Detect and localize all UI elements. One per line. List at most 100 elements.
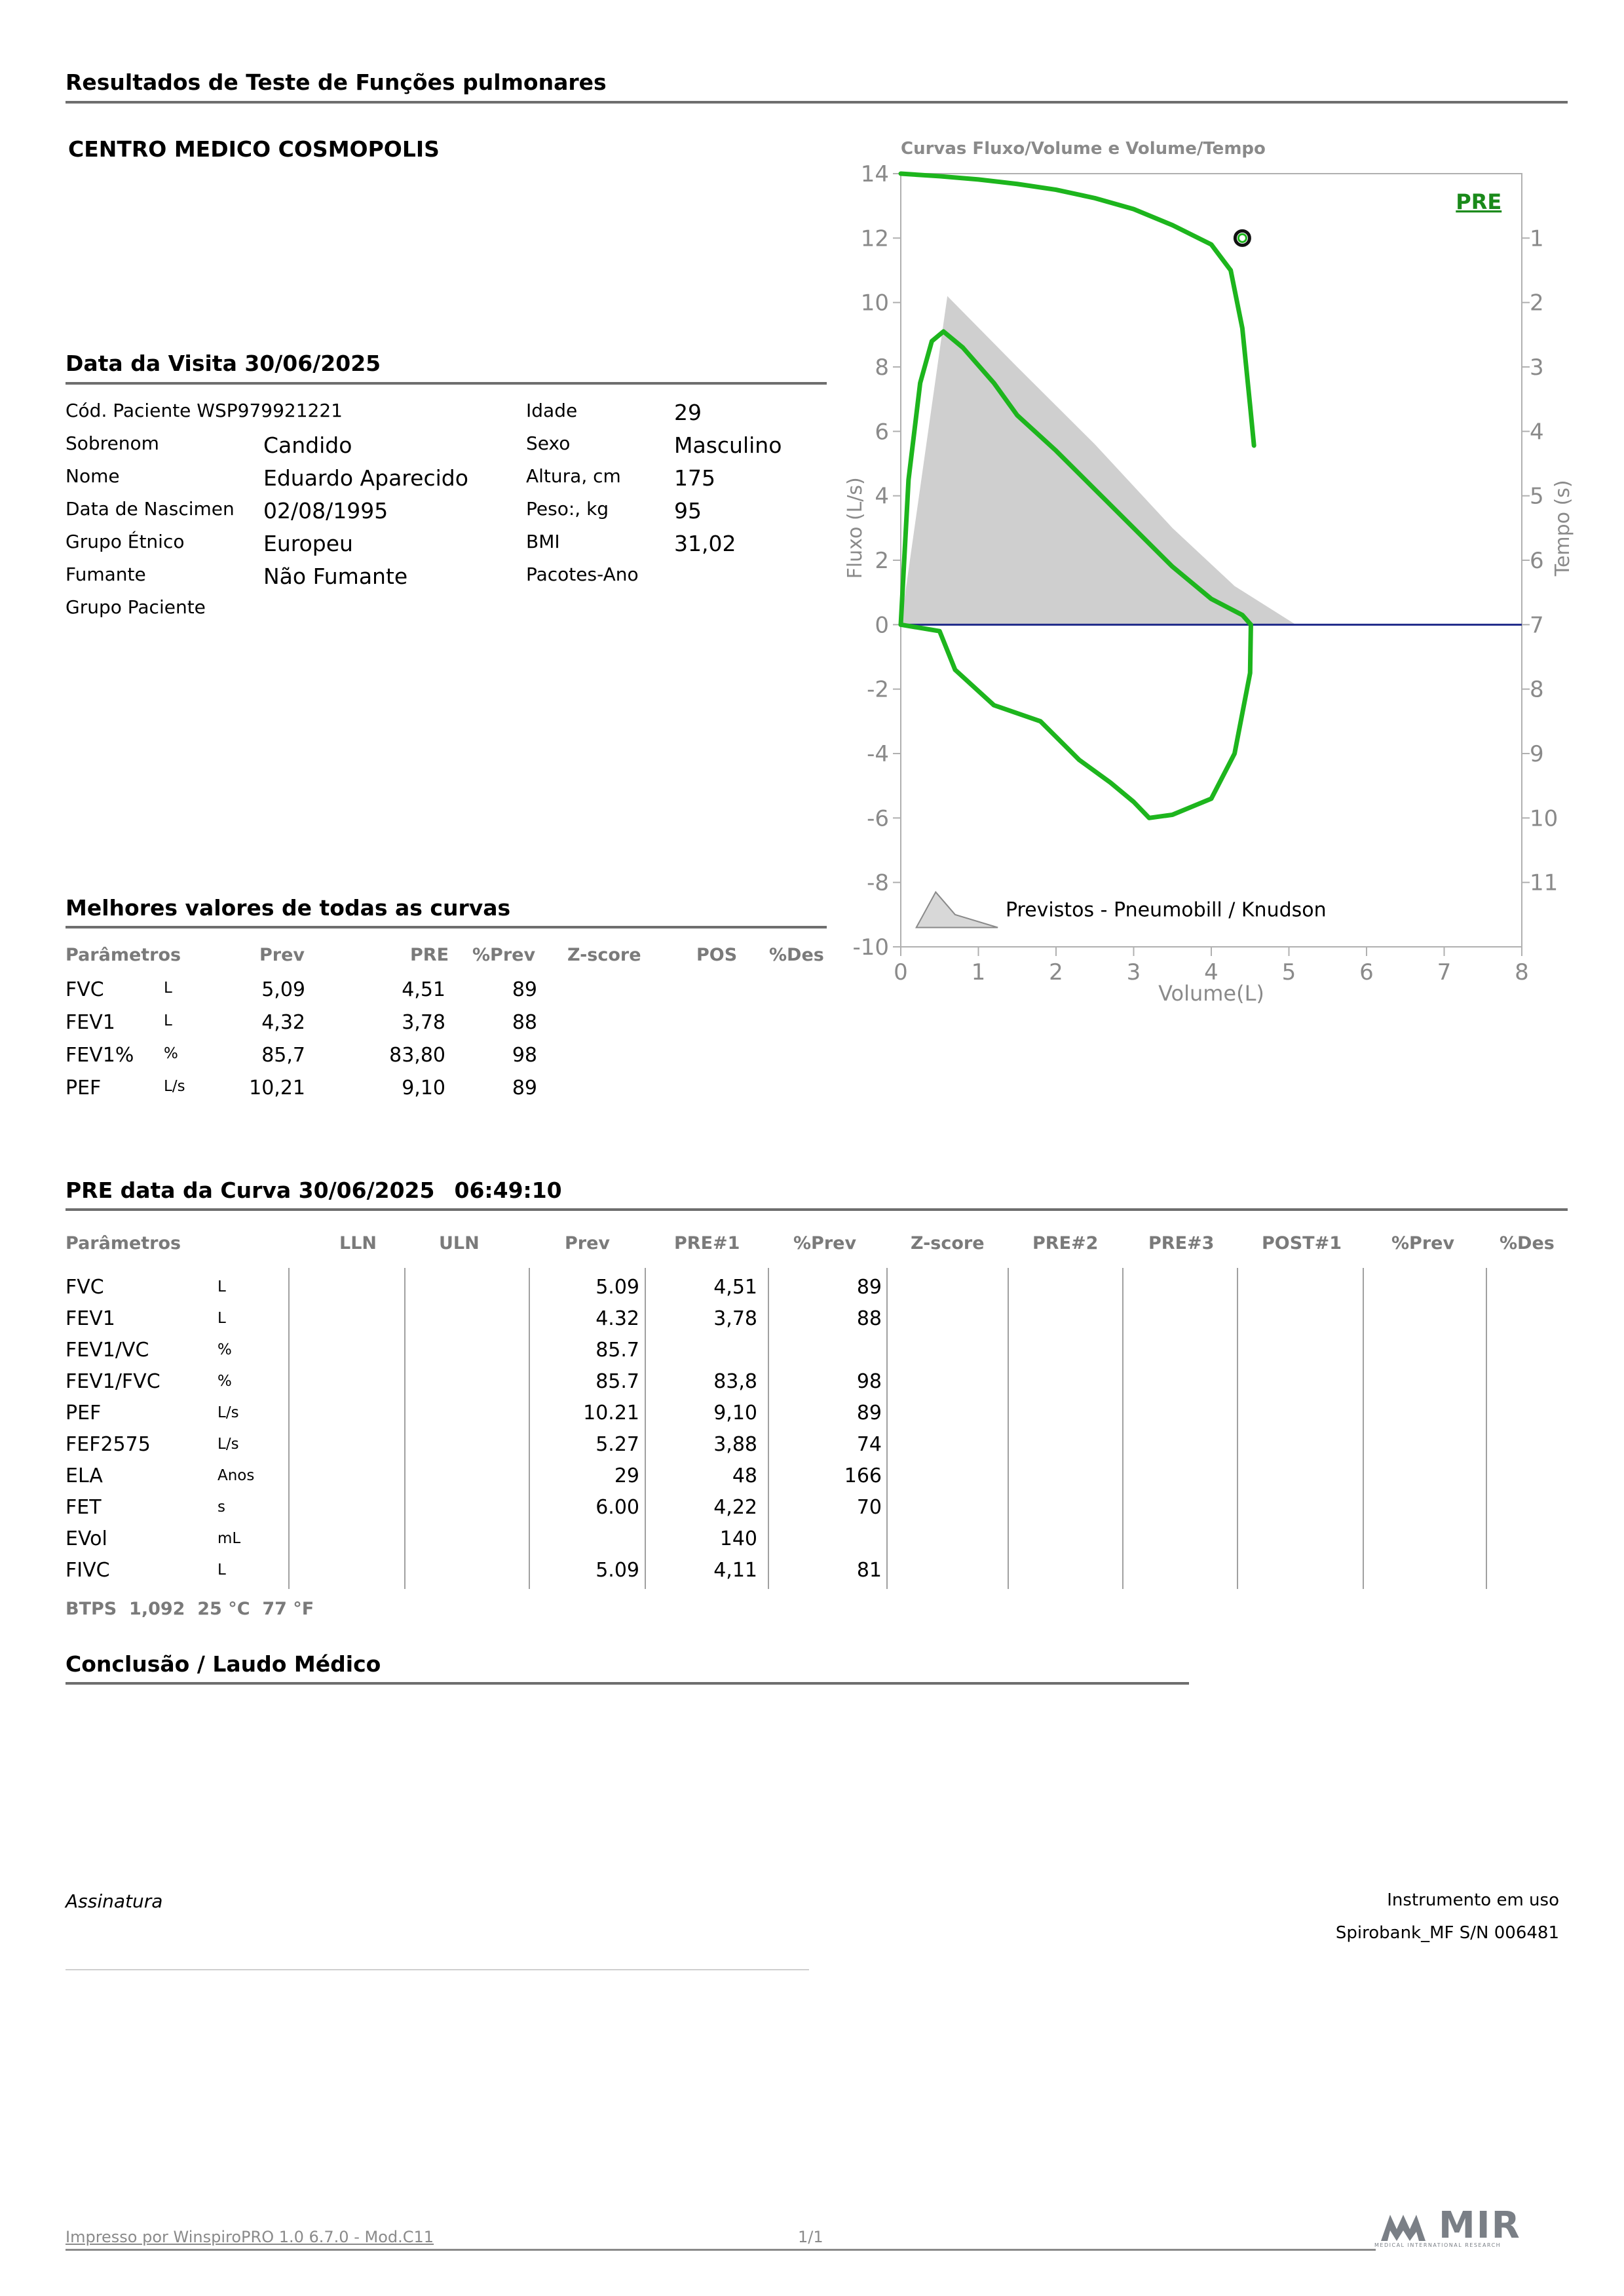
best-row-pct: 89 bbox=[512, 978, 537, 1001]
curve-header-pre1: PRE#1 bbox=[674, 1233, 740, 1253]
column-separator bbox=[288, 1268, 290, 1589]
curve-row-pct: 74 bbox=[856, 1433, 882, 1456]
y-tick-label: -2 bbox=[867, 677, 889, 703]
field-label-name: Nome bbox=[66, 465, 120, 487]
best-row-unit: % bbox=[164, 1045, 178, 1062]
mir-logo-name: MIR bbox=[1439, 2204, 1521, 2247]
curve-header-pre2: PRE#2 bbox=[1032, 1233, 1099, 1253]
patient-id: Cód. Paciente WSP979921221 bbox=[66, 400, 343, 421]
curve-row-prev: 29 bbox=[614, 1464, 639, 1487]
signature-label: Assinatura bbox=[66, 1890, 163, 1912]
curve-row-param: ELA bbox=[66, 1464, 103, 1487]
curve-row-pre1: 83,8 bbox=[713, 1370, 757, 1393]
title-rule bbox=[66, 101, 1568, 104]
curve-row-prev: 5.09 bbox=[595, 1276, 639, 1299]
curve-header-pct-prev: %Prev bbox=[793, 1233, 857, 1253]
legend-predicted-swatch bbox=[915, 890, 998, 928]
mir-logo: MIR MEDICAL INTERNATIONAL RESEARCH bbox=[1374, 2204, 1564, 2253]
curve-header-param: Parâmetros bbox=[66, 1233, 181, 1253]
x-tick-label: 5 bbox=[1282, 959, 1296, 985]
instrument-value: Spirobank_MF S/N 006481 bbox=[1335, 1923, 1559, 1943]
inspiratory-curve bbox=[898, 622, 1253, 820]
column-separator bbox=[1237, 1268, 1238, 1589]
report-title: Resultados de Teste de Funções pulmonare… bbox=[66, 69, 607, 95]
y2-tick-label: 4 bbox=[1530, 419, 1544, 445]
curve-row-unit: L/s bbox=[217, 1436, 239, 1453]
field-value-bmi: 31,02 bbox=[674, 531, 736, 556]
column-separator bbox=[768, 1268, 769, 1589]
flow-volume-chart: Curvas Fluxo/Volume e Volume/Tempo141210… bbox=[844, 139, 1574, 1006]
best-row-param: FVC bbox=[66, 978, 104, 1001]
x-tick-label: 0 bbox=[894, 959, 908, 985]
curve-heading-date: PRE data da Curva 30/06/2025 bbox=[66, 1177, 435, 1203]
column-separator bbox=[529, 1268, 530, 1589]
curve-row-pre1: 4,11 bbox=[713, 1559, 757, 1582]
field-label-ethnic-group: Grupo Étnico bbox=[66, 531, 185, 552]
best-header-pos: POS bbox=[696, 945, 738, 965]
curve-heading: PRE data da Curva 30/06/2025 06:49:10 bbox=[66, 1177, 562, 1203]
y-tick-label: 8 bbox=[875, 354, 889, 381]
y2-tick-label: 1 bbox=[1530, 225, 1544, 252]
conclusion-heading: Conclusão / Laudo Médico bbox=[66, 1651, 381, 1677]
curve-row-unit: s bbox=[217, 1499, 225, 1516]
curve-row-pct: 166 bbox=[844, 1464, 882, 1487]
best-values-rule bbox=[66, 926, 827, 928]
curve-row-pre1: 140 bbox=[719, 1527, 757, 1550]
curve-row-unit: % bbox=[217, 1341, 232, 1358]
curve-row-unit: % bbox=[217, 1373, 232, 1390]
curve-row-unit: L bbox=[217, 1561, 226, 1578]
visit-rule bbox=[66, 382, 827, 385]
best-row-pct: 88 bbox=[512, 1011, 537, 1034]
curve-header-pre3: PRE#3 bbox=[1148, 1233, 1215, 1253]
best-row-pre: 3,78 bbox=[402, 1011, 445, 1034]
field-value-birthdate: 02/08/1995 bbox=[263, 498, 388, 524]
column-separator bbox=[1363, 1268, 1364, 1589]
curve-row-pre1: 4,51 bbox=[713, 1276, 757, 1299]
curve-row-prev: 10.21 bbox=[583, 1402, 639, 1425]
curve-heading-time: 06:49:10 bbox=[454, 1177, 562, 1203]
x-tick-label: 7 bbox=[1437, 959, 1452, 985]
y2-tick-label: 6 bbox=[1530, 548, 1544, 574]
chart-title: Curvas Fluxo/Volume e Volume/Tempo bbox=[901, 139, 1266, 159]
field-label-patient-group: Grupo Paciente bbox=[66, 596, 206, 618]
curve-row-param: FEV1 bbox=[66, 1307, 115, 1330]
curve-row-param: FEV1/VC bbox=[66, 1339, 149, 1362]
page-number: 1/1 bbox=[798, 2228, 823, 2246]
best-header-zscore: Z-score bbox=[567, 945, 641, 965]
visit-heading: Data da Visita 30/06/2025 bbox=[66, 351, 381, 376]
curve-row-param: FEF2575 bbox=[66, 1433, 151, 1456]
volume-time-curve bbox=[898, 171, 1256, 448]
field-label-bmi: BMI bbox=[526, 531, 560, 552]
curve-header-lln: LLN bbox=[339, 1233, 377, 1253]
curve-row-pre1: 3,88 bbox=[713, 1433, 757, 1456]
field-label-pack-years: Pacotes-Ano bbox=[526, 564, 639, 585]
best-row-param: PEF bbox=[66, 1077, 102, 1100]
y-tick-label: 2 bbox=[875, 548, 889, 574]
column-separator bbox=[404, 1268, 406, 1589]
field-value-age: 29 bbox=[674, 400, 702, 425]
y-tick-label: -4 bbox=[867, 741, 889, 767]
printed-by: Impresso por WinspiroPRO 1.0 6.7.0 - Mod… bbox=[66, 2228, 434, 2246]
best-row-pre: 9,10 bbox=[402, 1077, 445, 1100]
field-label-birthdate: Data de Nascimen bbox=[66, 498, 235, 520]
curve-row-unit: L bbox=[217, 1278, 226, 1295]
field-label-sex: Sexo bbox=[526, 432, 571, 454]
curve-header-prev: Prev bbox=[565, 1233, 611, 1253]
curve-row-prev: 5.27 bbox=[595, 1433, 639, 1456]
curve-header-zscore: Z-score bbox=[911, 1233, 985, 1253]
conclusion-rule bbox=[66, 1682, 1189, 1685]
y-tick-label: -10 bbox=[852, 934, 889, 961]
btps-line: BTPS 1,092 25 °C 77 °F bbox=[66, 1599, 314, 1619]
curve-row-unit: mL bbox=[217, 1530, 241, 1547]
best-header-param: Parâmetros bbox=[66, 945, 181, 965]
y-tick-label: 12 bbox=[861, 225, 889, 252]
field-value-name: Eduardo Aparecido bbox=[263, 465, 468, 491]
best-header-pct-prev: %Prev bbox=[472, 945, 536, 965]
y-axis-label: Fluxo (L/s) bbox=[844, 477, 867, 579]
field-value-smoker: Não Fumante bbox=[263, 564, 408, 589]
column-separator bbox=[645, 1268, 646, 1589]
column-separator bbox=[1486, 1268, 1487, 1589]
instrument-label: Instrumento em uso bbox=[1387, 1890, 1559, 1910]
best-row-prev: 10,21 bbox=[249, 1077, 305, 1100]
y-tick-label: 14 bbox=[861, 161, 889, 187]
